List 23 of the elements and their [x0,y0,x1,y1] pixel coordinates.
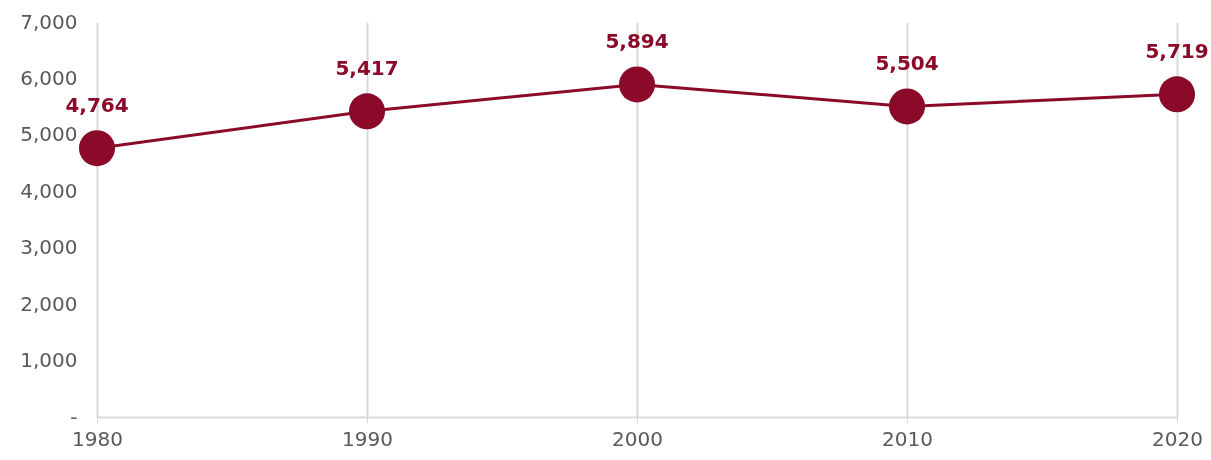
x-tick-label: 2010 [882,426,933,451]
y-tick-label: 5,000 [20,122,78,147]
y-tick-label: 3,000 [20,235,78,260]
data-label: 5,894 [605,29,669,54]
y-tick-label: 4,000 [20,178,78,203]
point [888,88,926,125]
point [1158,76,1196,113]
x-tick-label: 2020 [1152,426,1203,451]
point [618,66,656,103]
x-tick-label: 2000 [612,426,663,451]
x-tick-label: 1980 [72,426,123,451]
x-tick-label: 1990 [342,426,393,451]
y-tick-label: 6,000 [20,65,78,90]
data-label: 4,764 [65,93,129,118]
data-label: 5,719 [1145,39,1209,64]
y-tick-label: - [70,404,78,429]
point [348,93,386,130]
data-label: 5,504 [875,51,939,76]
y-tick-label: 1,000 [20,348,78,373]
y-tick-label: 2,000 [20,291,78,316]
point [78,130,116,167]
y-tick-label: 7,000 [20,9,78,34]
data-label: 5,417 [335,56,399,81]
